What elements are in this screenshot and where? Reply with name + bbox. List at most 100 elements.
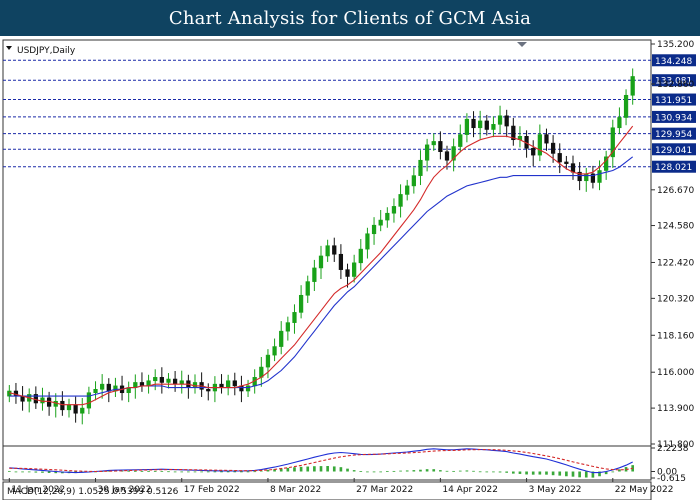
macd-hist-bar [34,471,38,473]
candle-body [418,159,423,176]
price-tick-label: 132.860 [657,80,694,90]
macd-hist-bar [485,471,489,473]
candles [7,68,635,425]
price-axis: 135.200 132.860 126.670 124.580 122.420 120.3… [3,40,694,450]
macd-hist-bar [452,470,455,472]
level-tag-box [652,110,696,123]
level-tag: 129.041 [652,143,696,156]
macd-hist-bar [339,467,343,472]
macd-hist-bar [591,471,595,478]
macd-hist-bar [571,471,575,477]
candle-body [206,388,211,392]
macd-hist-bar [286,467,290,472]
time-tick-label: 30 Jan 2022 [98,485,152,495]
level-tag: 134.248 [652,54,696,67]
macd-hist-bar [359,471,363,472]
macd-hist-bar [27,471,31,473]
macd-hist-bar [21,471,24,473]
macd-hist-bar [538,471,542,475]
time-tick-label: 3 May 2022 [529,485,582,495]
time-tick-label: 22 May 2022 [615,485,674,495]
candle-body [550,142,556,154]
macd-hist-bar [226,471,230,473]
shift-marker-icon [517,42,527,47]
level-tag-label: 129.041 [655,146,692,156]
time-axis: 11 Jan 2022 30 Jan 2022 17 Feb 2022 8 Mar 2… [8,478,674,495]
macd-hist-bar [306,466,310,472]
macd-hist-bar [233,471,237,473]
level-tag: 131.951 [652,93,696,106]
macd-hist-bar [240,471,243,473]
candle-body [478,120,483,129]
time-tick-label: 11 Jan 2022 [11,485,65,495]
time-tick-label: 8 Mar 2022 [270,485,321,495]
candle-body [80,407,85,414]
chart-canvas: 134.248 133.081 131.951 130.934 129.954 129.0… [0,36,700,500]
level-tag-box [652,127,696,140]
candle-body [338,253,344,270]
macd-hist-bar [259,470,263,472]
macd-hist-bar [565,471,568,477]
candle-body [305,281,310,296]
level-tag-label: 130.934 [655,113,692,123]
candle-body [73,404,78,414]
macd-hist-bar [419,469,422,472]
level-tag: 130.934 [652,110,696,123]
candle-body [391,206,397,214]
macd-hist-bar [326,466,329,472]
price-tick-label: 118.160 [657,331,694,341]
candle-body [352,262,357,277]
candle-body [531,147,536,156]
macd-title: MACD(12,26,9) 1.0525 0.5399 0.5126 [7,487,179,497]
price-panel-frame [2,39,652,481]
macd-hist-bar [107,470,111,472]
macd-hist-bar [127,470,131,472]
macd-hist-bar [41,471,44,473]
macd-hist-bar [187,471,190,473]
macd-panel: MACD(12,26,9) 1.0525 0.5399 0.5126 2.223… [2,444,689,500]
price-tick-label: 111.800 [657,440,694,450]
candle-body [232,380,237,387]
macd-hist-bar [558,471,562,476]
price-tick-label: 122.420 [657,258,694,268]
macd-hist-bar [180,471,184,473]
candle-body [577,171,582,182]
candle-body [172,378,178,385]
macd-hist-bar [618,469,621,472]
macd-hist-bar [279,468,283,472]
candle-body [385,212,390,221]
price-tick-label: 113.900 [657,404,694,414]
candle-body [610,127,615,158]
macd-hist-bar [167,471,170,473]
candle-body [371,224,377,235]
candle-body [405,185,410,195]
candle-body [617,117,622,129]
candle-body [584,173,589,182]
macd-hist-bar [379,471,383,473]
candle-body [100,383,105,390]
candle-body [604,156,609,171]
macd-hist-bar [293,467,296,472]
macd-hist-bar [253,471,257,473]
candle-body [504,115,509,127]
level-tag-label: 129.954 [655,130,692,140]
level-tag-box [652,74,696,87]
level-tag-box [652,143,696,156]
candle-body [292,312,297,323]
macd-hist-bar [7,470,11,472]
macd-hist-bar [313,466,316,472]
price-tick-label: 124.580 [657,222,694,232]
macd-tick-label: 2.2238 [657,444,689,454]
macd-hist-bar [372,471,376,473]
candle-body [431,141,436,146]
macd-tick-label: -0.615 [657,474,686,484]
candle-body [451,146,456,161]
candle-body [411,175,416,187]
macd-hist-bar [458,470,462,472]
macd-axis: 2.2238 0.00-0.615 [651,444,689,484]
level-lines: 134.248 133.081 131.951 130.934 129.954 129.0… [3,54,696,173]
candle-body [318,255,324,269]
macd-hist-bar [206,471,210,473]
macd-hist-bar [352,470,356,472]
candle-body [312,267,317,282]
